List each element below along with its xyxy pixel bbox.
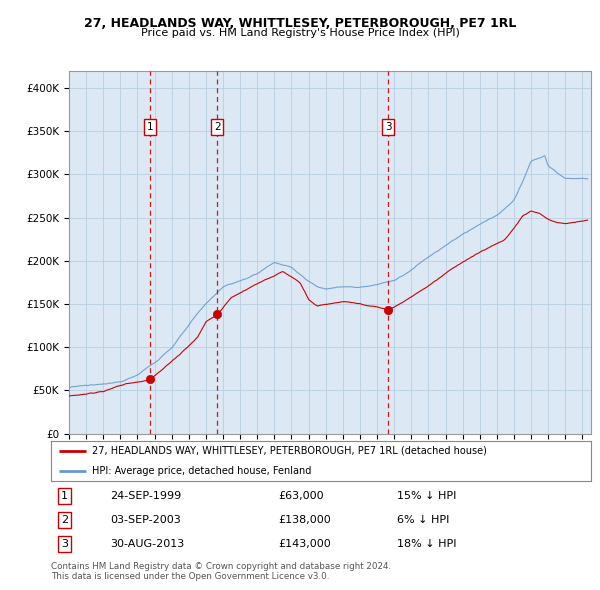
Text: 30-AUG-2013: 30-AUG-2013: [110, 539, 185, 549]
Text: £138,000: £138,000: [278, 515, 331, 525]
Text: Price paid vs. HM Land Registry's House Price Index (HPI): Price paid vs. HM Land Registry's House …: [140, 28, 460, 38]
Text: 6% ↓ HPI: 6% ↓ HPI: [397, 515, 449, 525]
Text: £143,000: £143,000: [278, 539, 331, 549]
Text: 18% ↓ HPI: 18% ↓ HPI: [397, 539, 456, 549]
Text: 1: 1: [61, 491, 68, 501]
Text: 27, HEADLANDS WAY, WHITTLESEY, PETERBOROUGH, PE7 1RL (detached house): 27, HEADLANDS WAY, WHITTLESEY, PETERBORO…: [91, 446, 487, 455]
Text: 15% ↓ HPI: 15% ↓ HPI: [397, 491, 456, 501]
Text: 2: 2: [61, 515, 68, 525]
Text: 24-SEP-1999: 24-SEP-1999: [110, 491, 182, 501]
Text: Contains HM Land Registry data © Crown copyright and database right 2024.: Contains HM Land Registry data © Crown c…: [51, 562, 391, 571]
Text: 1: 1: [146, 122, 153, 132]
Text: HPI: Average price, detached house, Fenland: HPI: Average price, detached house, Fenl…: [91, 466, 311, 476]
Text: 3: 3: [61, 539, 68, 549]
Text: 2: 2: [214, 122, 221, 132]
Text: £63,000: £63,000: [278, 491, 323, 501]
Text: This data is licensed under the Open Government Licence v3.0.: This data is licensed under the Open Gov…: [51, 572, 329, 581]
Text: 3: 3: [385, 122, 392, 132]
Text: 27, HEADLANDS WAY, WHITTLESEY, PETERBOROUGH, PE7 1RL: 27, HEADLANDS WAY, WHITTLESEY, PETERBORO…: [84, 17, 516, 30]
Text: 03-SEP-2003: 03-SEP-2003: [110, 515, 181, 525]
